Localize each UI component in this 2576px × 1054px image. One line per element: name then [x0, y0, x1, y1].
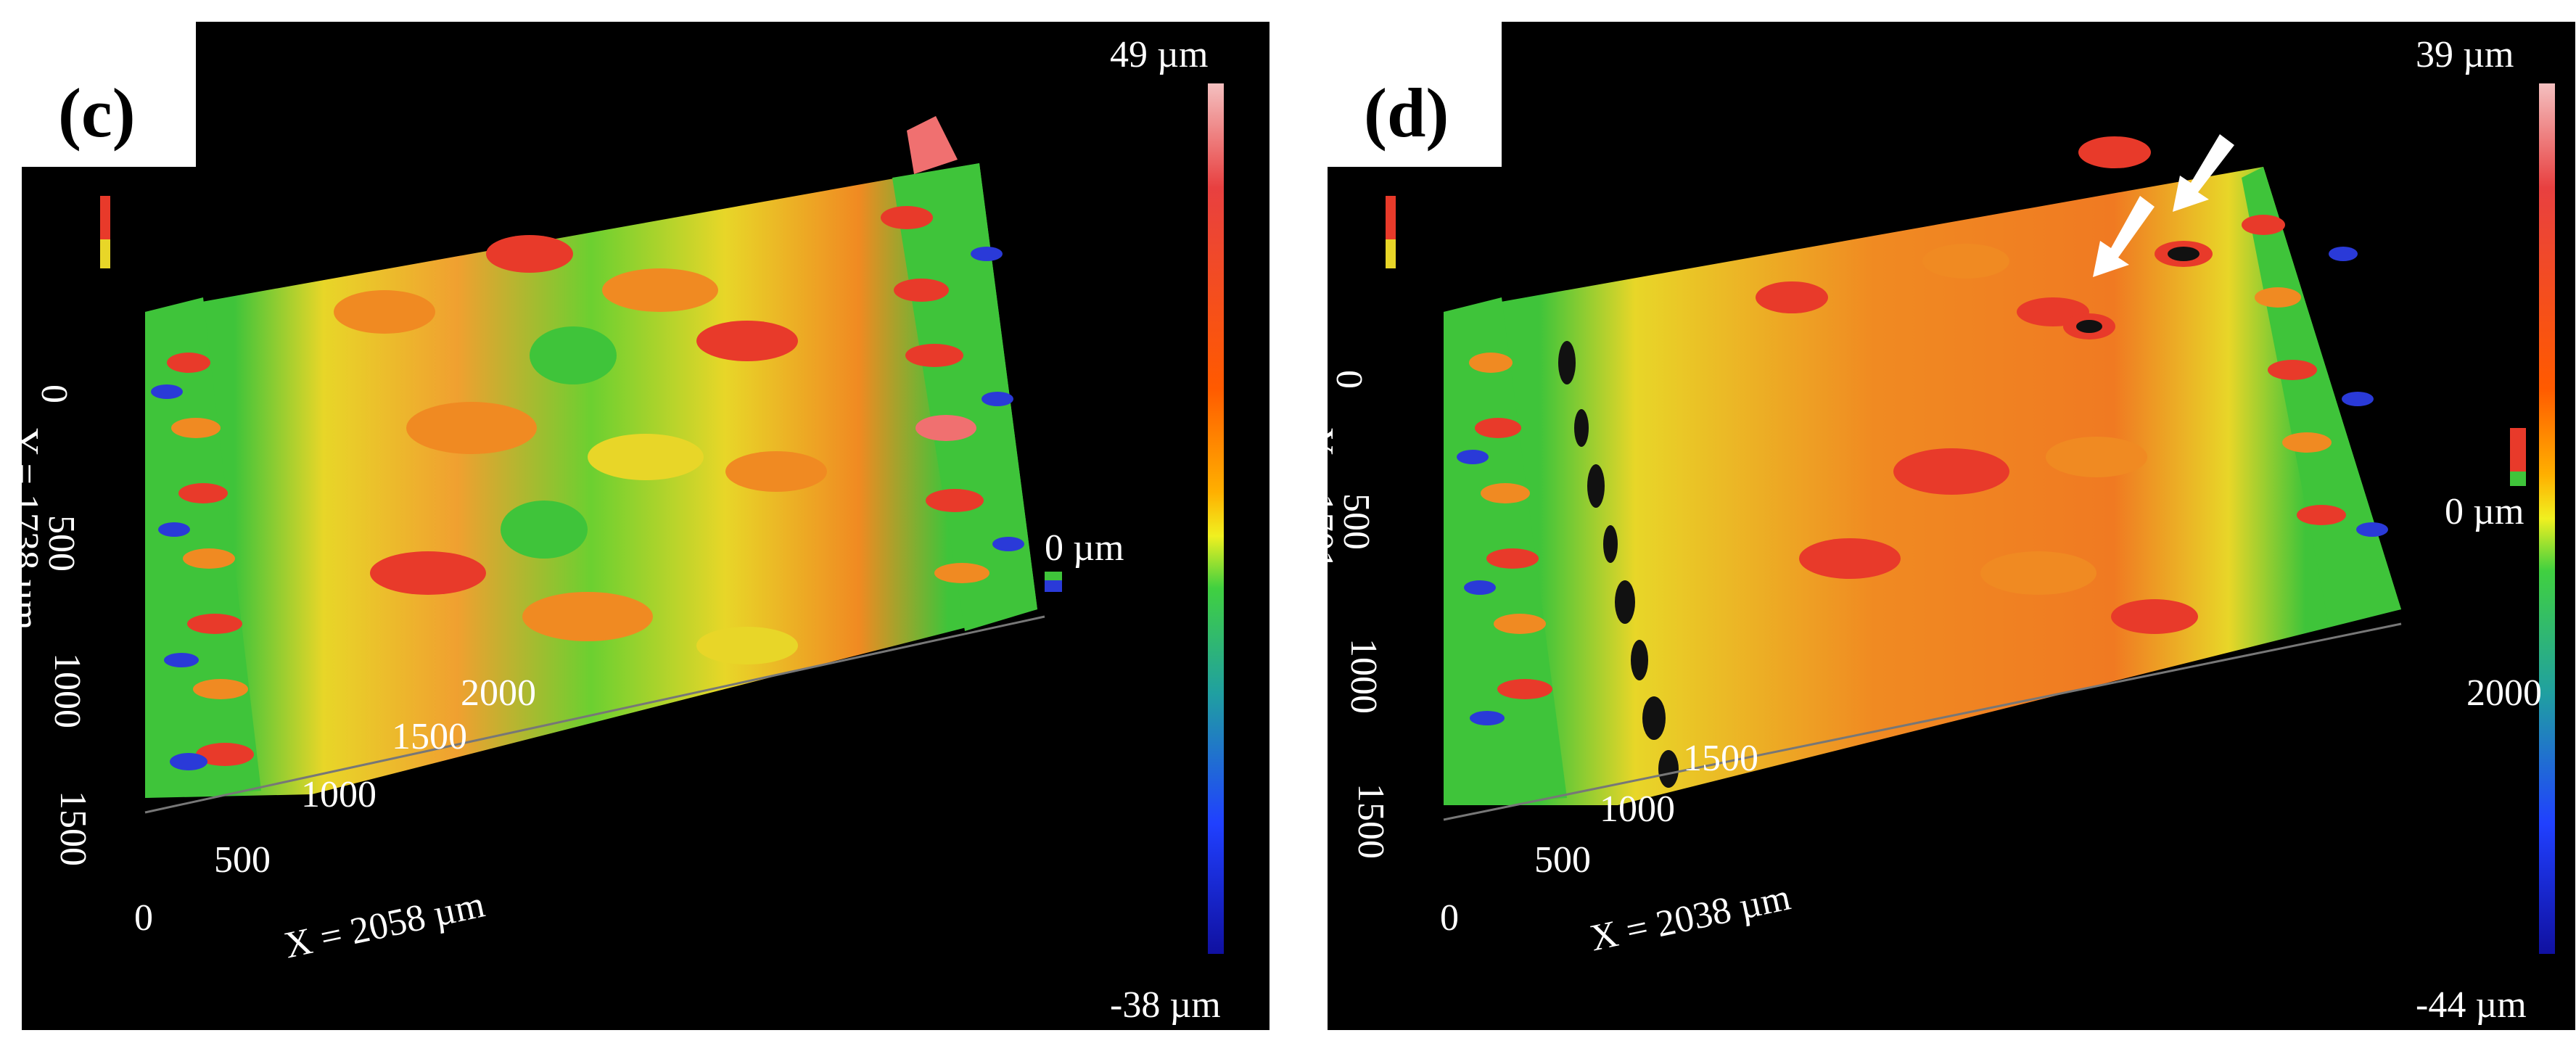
x-tick: 2000 [461, 672, 536, 714]
surface-left-ridges [1457, 353, 1552, 725]
x-tick: 1000 [301, 774, 376, 815]
panel-d: (d) 39 µm -44 µm 0 µm 0 500 1000 1500 20… [1328, 22, 2575, 1030]
colorbar-min-label: -44 µm [2416, 984, 2527, 1026]
surface-right-ridges [2242, 215, 2388, 537]
colorbar [1208, 83, 1224, 954]
colorbar-min-label: -38 µm [1110, 984, 1221, 1026]
surface-left-strip [145, 297, 261, 798]
x-tick: 0 [1440, 897, 1459, 939]
surface-right-strip [2242, 167, 2401, 624]
x-tick: 1500 [1683, 738, 1758, 779]
y-tick: 1000 [1343, 638, 1384, 714]
zero-edge-marker [1045, 580, 1062, 592]
crater-features [2063, 241, 2213, 339]
panel-label: (c) [58, 74, 136, 152]
surface-right-ridges [881, 206, 1024, 583]
y-tick: 1500 [52, 791, 94, 866]
x-tick: 500 [1534, 839, 1591, 881]
surface-3d-plot [100, 83, 1224, 954]
surface-base [145, 163, 1037, 798]
surface-features [1756, 136, 2198, 634]
y-tick: 0 [33, 384, 75, 403]
y-tick: 0 [1328, 370, 1370, 389]
x-tick: 0 [134, 897, 153, 939]
panel-c: (c) 49 µm -38 µm 0 µm 0 500 1000 1500 20… [22, 22, 1270, 1030]
panel-label-box: (c) [22, 22, 196, 167]
y-tick: 1500 [1350, 783, 1391, 859]
arrow-annotation [2093, 196, 2155, 277]
y-tick: 1000 [46, 653, 88, 728]
y-axis-title: Y = 1701 µm [1328, 428, 1341, 630]
x-tick: 500 [214, 839, 271, 881]
panel-label-box: (d) [1328, 22, 1502, 167]
y-tick: 500 [1336, 493, 1377, 550]
surface-3d-plot [1386, 83, 2555, 954]
colorbar-max-label: 49 µm [1110, 34, 1209, 75]
arrow-annotation [2173, 134, 2234, 212]
surface-peak [907, 116, 958, 174]
x-tick: 1000 [1600, 789, 1675, 830]
dark-speckle-band [1558, 341, 1679, 788]
panel-label: (d) [1364, 74, 1449, 152]
x-axis-line [144, 615, 1045, 814]
colorbar [2539, 83, 2555, 954]
surface-left-ridges [151, 353, 254, 770]
surface-features [334, 235, 827, 664]
y-axis-title: Y = 1738 µm [22, 428, 46, 630]
y-tick: 500 [41, 515, 82, 572]
x-tick: 2000 [2466, 672, 2542, 714]
zero-edge-marker [2510, 428, 2526, 472]
x-tick: 1500 [392, 716, 467, 757]
colorbar-max-label: 39 µm [2416, 34, 2514, 75]
colorbar-zero-label: 0 µm [2445, 491, 2524, 532]
x-axis-line [1443, 622, 2402, 821]
surface-zero-label: 0 µm [1045, 527, 1124, 569]
